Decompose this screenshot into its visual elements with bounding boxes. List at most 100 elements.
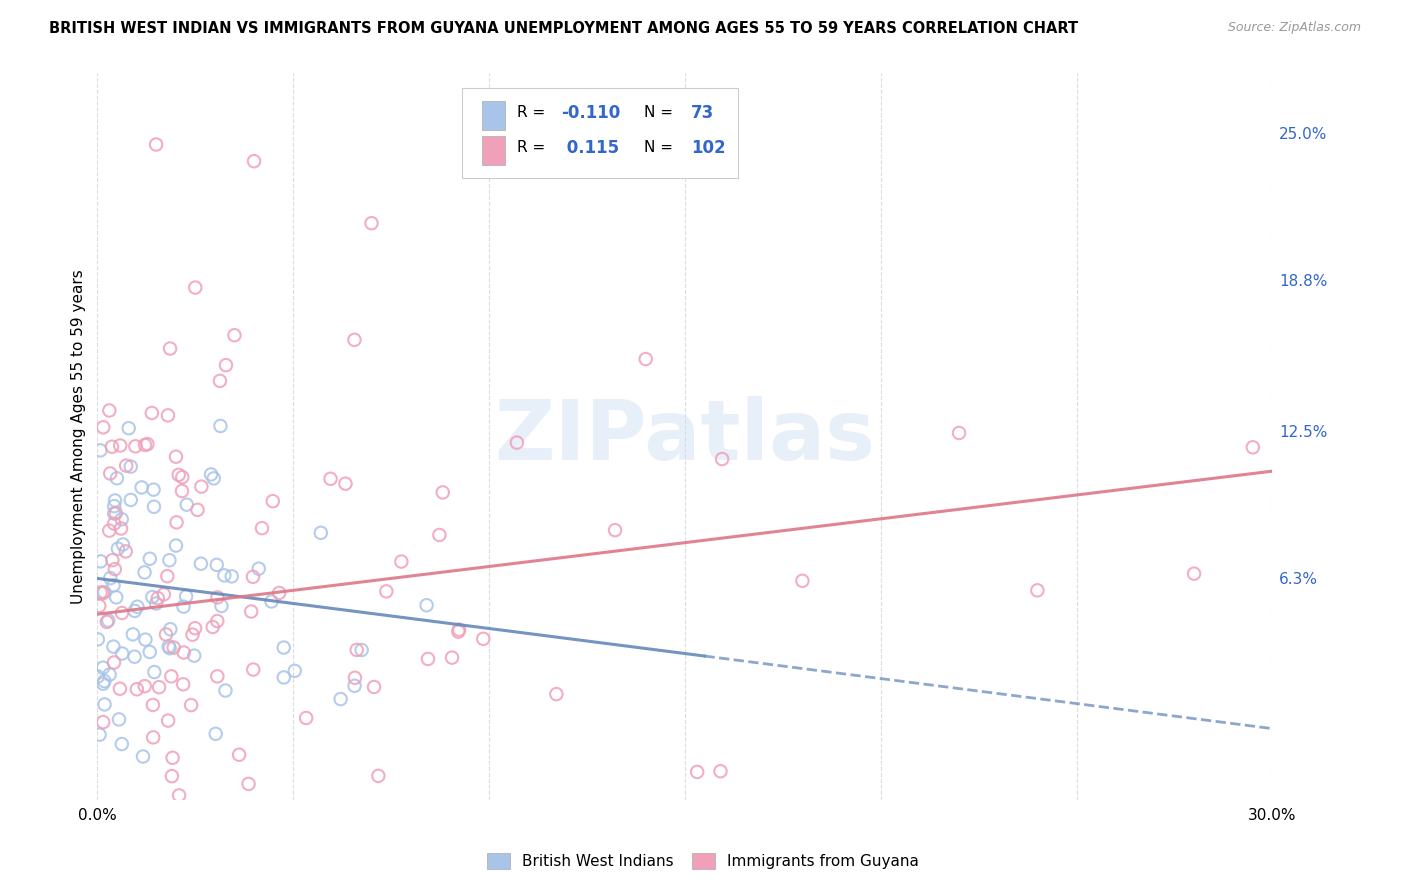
Point [103, 578, 125, 592]
Point [143, 665, 166, 679]
Point [546, 687, 568, 701]
Point [346, 643, 368, 657]
Point [98, 667, 121, 681]
Point [136, 437, 159, 451]
Point [173, 646, 195, 660]
Point [1241, 440, 1264, 454]
Point [309, 525, 332, 540]
Point [447, 623, 470, 637]
Point [134, 632, 156, 647]
Point [104, 493, 127, 508]
Point [142, 731, 165, 745]
Point [124, 439, 146, 453]
Point [284, 664, 307, 678]
Point [432, 485, 454, 500]
Point [157, 714, 180, 728]
Y-axis label: Unemployment Among Ages 55 to 59 years: Unemployment Among Ages 55 to 59 years [72, 269, 86, 604]
Point [103, 516, 125, 531]
Point [89, 728, 111, 742]
Point [211, 599, 233, 613]
Point [157, 553, 180, 567]
Point [134, 438, 156, 452]
Point [118, 421, 141, 435]
Point [165, 539, 187, 553]
Point [98, 467, 121, 481]
Point [91, 676, 114, 690]
Point [141, 590, 163, 604]
Text: BRITISH WEST INDIAN VS IMMIGRANTS FROM GUYANA UNEMPLOYMENT AMONG AGES 55 TO 59 Y: BRITISH WEST INDIAN VS IMMIGRANTS FROM G… [49, 21, 1078, 37]
Point [172, 677, 194, 691]
Point [141, 406, 163, 420]
Point [207, 614, 229, 628]
Point [146, 591, 169, 606]
Point [111, 606, 134, 620]
Point [145, 137, 167, 152]
Point [163, 640, 186, 655]
Point [792, 574, 814, 588]
Point [155, 627, 177, 641]
Point [105, 591, 128, 605]
Point [108, 712, 131, 726]
Text: 0.115: 0.115 [561, 139, 620, 157]
Point [96, 615, 118, 629]
Point [103, 507, 125, 521]
Point [160, 669, 183, 683]
Point [134, 566, 156, 580]
Point [180, 698, 202, 712]
Point [170, 483, 193, 498]
Point [250, 521, 273, 535]
Point [111, 647, 134, 661]
Point [363, 680, 385, 694]
Point [242, 570, 264, 584]
Point [142, 483, 165, 497]
Legend: British West Indians, Immigrants from Guyana: British West Indians, Immigrants from Gu… [481, 847, 925, 875]
Point [134, 679, 156, 693]
Point [103, 656, 125, 670]
Point [472, 632, 495, 646]
Point [240, 605, 263, 619]
Point [208, 374, 231, 388]
Point [120, 492, 142, 507]
Point [104, 506, 127, 520]
Point [343, 679, 366, 693]
Point [375, 584, 398, 599]
Point [224, 328, 246, 343]
Point [190, 557, 212, 571]
Point [329, 692, 352, 706]
Point [139, 645, 162, 659]
Text: R =: R = [517, 140, 555, 155]
Point [634, 352, 657, 367]
Point [111, 512, 134, 526]
Point [111, 537, 134, 551]
Point [429, 528, 451, 542]
Point [159, 622, 181, 636]
Point [205, 558, 228, 572]
Point [93, 698, 115, 712]
Point [125, 682, 148, 697]
Point [295, 711, 318, 725]
Point [108, 681, 131, 696]
Point [104, 562, 127, 576]
Point [389, 555, 412, 569]
Point [184, 621, 207, 635]
Point [207, 669, 229, 683]
Point [214, 568, 236, 582]
Point [143, 500, 166, 514]
Point [204, 727, 226, 741]
Point [153, 587, 176, 601]
Point [156, 409, 179, 423]
Point [101, 440, 124, 454]
Point [221, 569, 243, 583]
FancyBboxPatch shape [482, 136, 505, 165]
Point [209, 419, 232, 434]
Text: N =: N = [644, 105, 678, 120]
Point [91, 586, 114, 600]
Point [124, 604, 146, 618]
Point [172, 470, 194, 484]
Text: ZIPatlas: ZIPatlas [495, 396, 876, 477]
Point [90, 554, 112, 568]
Point [711, 452, 734, 467]
Point [120, 459, 142, 474]
Point [242, 663, 264, 677]
Text: 73: 73 [690, 104, 714, 122]
